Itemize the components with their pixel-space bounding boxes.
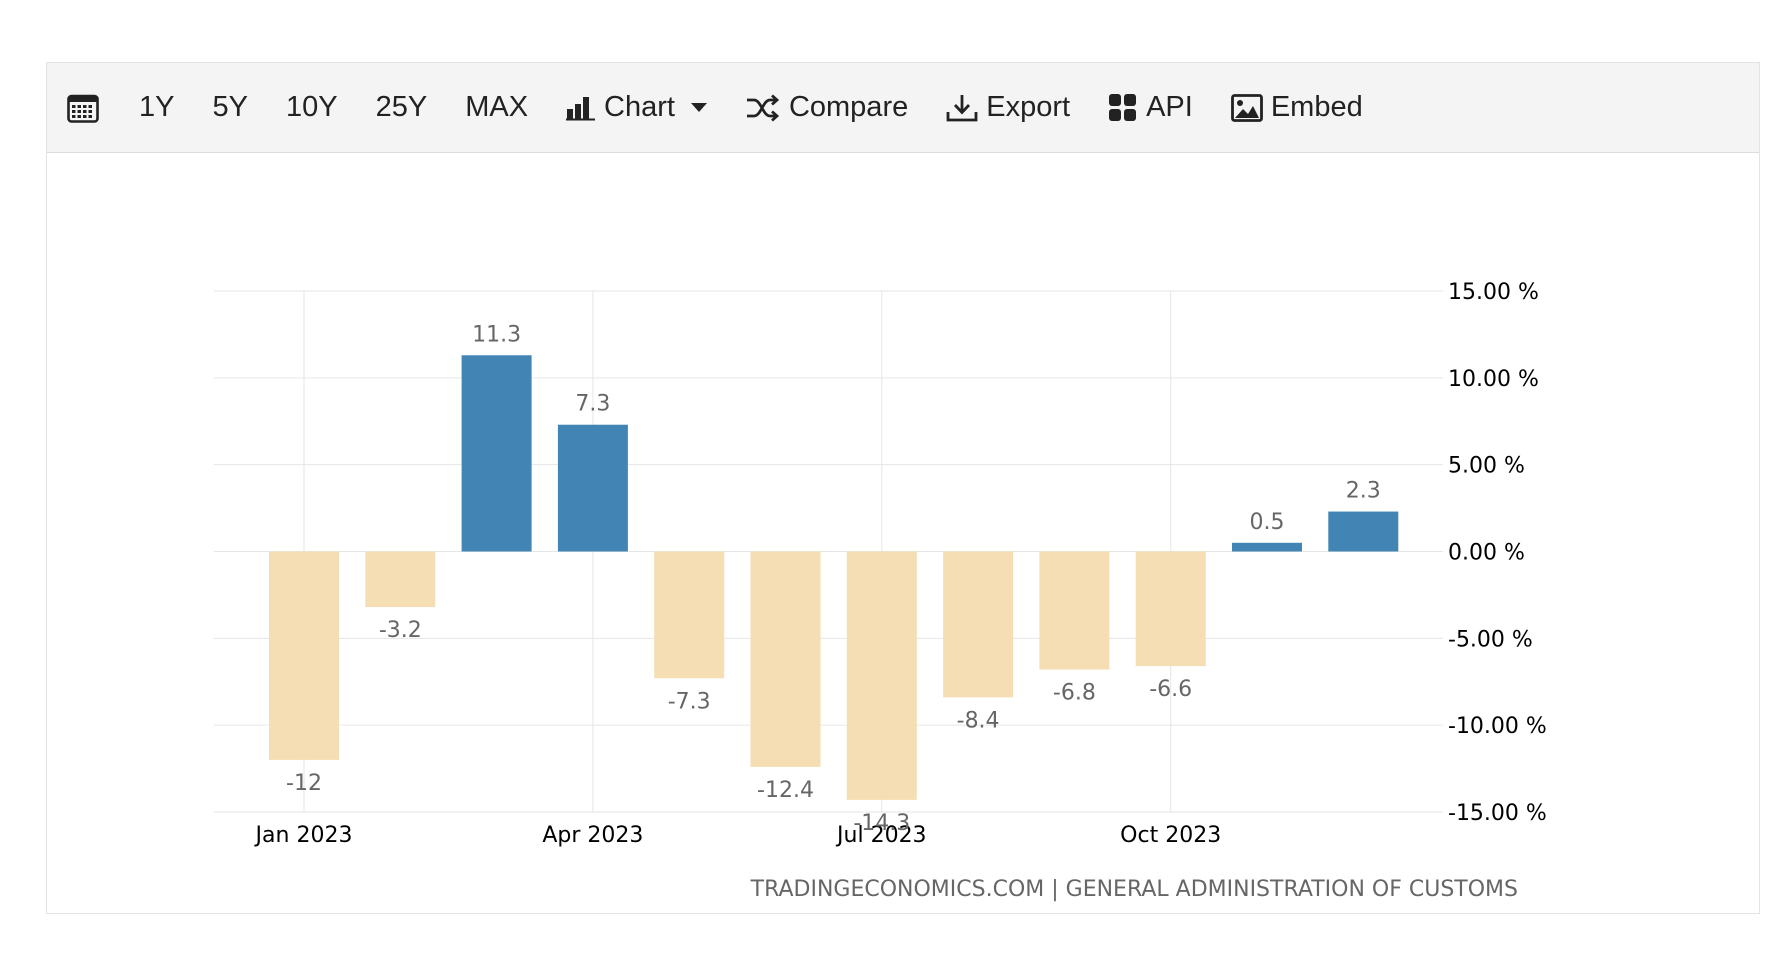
bar[interactable]	[654, 551, 725, 679]
y-tick-label: 15.00 %	[1448, 280, 1539, 305]
chart-type-dropdown[interactable]: Chart	[566, 91, 707, 124]
range-25y-button[interactable]: 25Y	[375, 91, 428, 123]
y-tick-label: 0.00 %	[1448, 541, 1525, 566]
data-label: -6.8	[1053, 681, 1096, 706]
chart-toolbar: 1Y 5Y 10Y 25Y MAX Chart	[47, 63, 1759, 153]
image-icon	[1230, 93, 1263, 122]
embed-label: Embed	[1270, 91, 1363, 123]
chart-type-label: Chart	[604, 91, 675, 123]
x-tick-label: Jul 2023	[835, 823, 927, 848]
data-label: -7.3	[668, 689, 711, 714]
shuffle-icon	[745, 93, 781, 122]
data-label: -12.4	[757, 778, 814, 803]
range-max-button[interactable]: MAX	[465, 91, 529, 123]
compare-label: Compare	[788, 91, 909, 123]
bar[interactable]	[269, 551, 339, 760]
y-tick-label: -15.00 %	[1448, 801, 1547, 826]
bar[interactable]	[943, 551, 1014, 698]
bar[interactable]	[557, 424, 628, 552]
api-label: API	[1146, 91, 1193, 123]
data-label: 0.5	[1250, 510, 1285, 535]
bar[interactable]	[1232, 542, 1302, 552]
compare-button[interactable]: Compare	[745, 91, 908, 124]
range-5y-button[interactable]: 5Y	[212, 91, 248, 123]
x-tick-label: Oct 2023	[1120, 823, 1221, 848]
data-label: 2.3	[1346, 479, 1381, 504]
data-label: -12	[286, 771, 322, 796]
export-label: Export	[986, 91, 1071, 123]
data-label: -3.2	[379, 618, 422, 643]
range-1y-button[interactable]: 1Y	[139, 91, 175, 123]
embed-button[interactable]: Embed	[1230, 91, 1363, 124]
bar[interactable]	[750, 551, 821, 767]
chart-widget: 1Y 5Y 10Y 25Y MAX Chart	[46, 62, 1760, 914]
x-tick-label: Apr 2023	[542, 823, 643, 848]
bar[interactable]	[461, 355, 532, 552]
chevron-down-icon	[690, 102, 707, 113]
calendar-button[interactable]	[67, 93, 99, 123]
bar[interactable]	[1135, 551, 1206, 667]
data-label: -8.4	[957, 708, 1000, 733]
data-label: -14.3	[853, 811, 910, 836]
y-tick-label: 5.00 %	[1448, 454, 1525, 479]
y-tick-label: 10.00 %	[1448, 367, 1539, 392]
bar[interactable]	[1328, 511, 1399, 552]
bar[interactable]	[365, 551, 436, 608]
download-icon	[946, 93, 978, 123]
x-tick-label: Jan 2023	[254, 823, 353, 848]
bar[interactable]	[846, 551, 917, 800]
calendar-icon	[67, 93, 99, 123]
y-tick-label: -5.00 %	[1448, 627, 1533, 652]
grid-icon	[1108, 93, 1138, 123]
data-label: -6.6	[1149, 677, 1192, 702]
bar[interactable]	[1039, 551, 1110, 670]
bar-chart: 15.00 % 10.00 % 5.00 % 0.00 % -5.00 % -10.00 …	[214, 280, 1547, 902]
bar-chart-icon	[566, 95, 596, 121]
chart-area: 15.00 % 10.00 % 5.00 % 0.00 % -5.00 % -10.00 …	[47, 153, 1759, 913]
data-label: 7.3	[575, 392, 610, 417]
api-button[interactable]: API	[1108, 91, 1193, 124]
y-tick-label: -10.00 %	[1448, 714, 1547, 739]
source-credit: TRADINGECONOMICS.COM | GENERAL ADMINISTR…	[750, 877, 1518, 902]
range-10y-button[interactable]: 10Y	[285, 91, 338, 123]
export-button[interactable]: Export	[946, 91, 1070, 124]
data-label: 11.3	[472, 322, 521, 347]
